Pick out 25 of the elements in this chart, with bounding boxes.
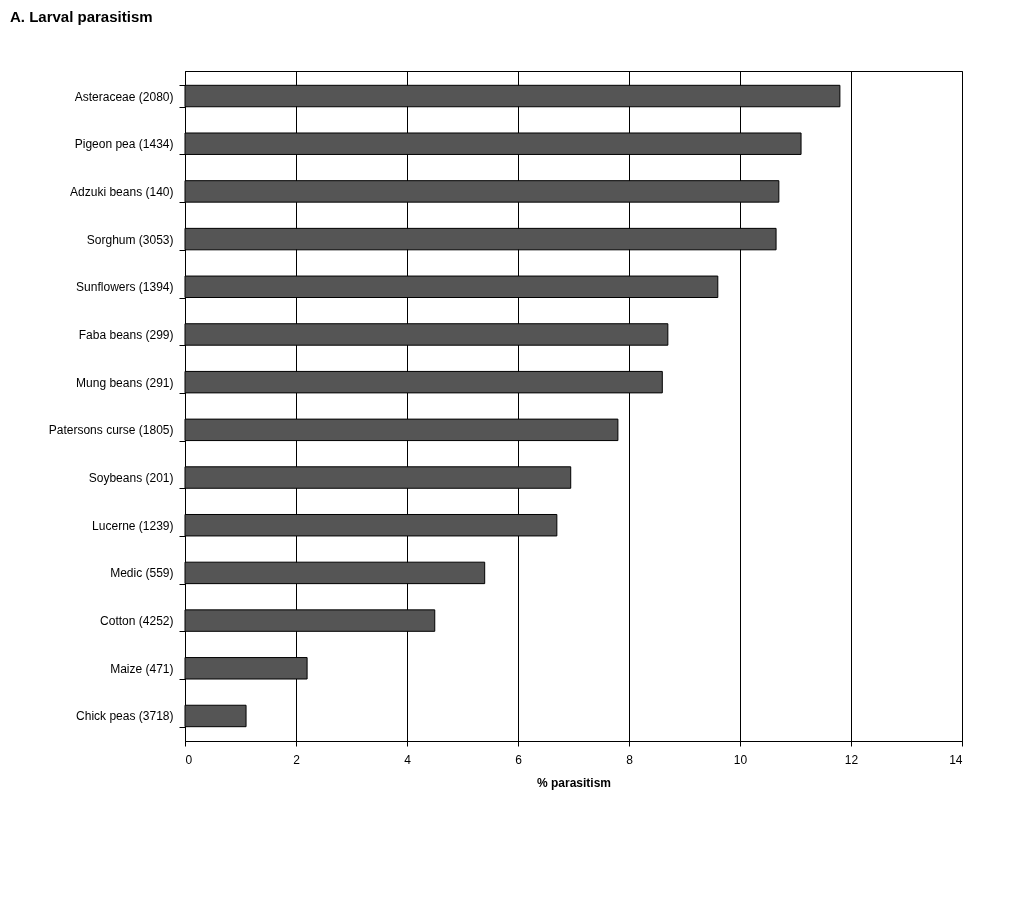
y-tick-label: Faba beans (299) <box>78 327 174 342</box>
y-tick-label: Maize (471) <box>110 661 174 676</box>
x-tick-label: 14 <box>949 752 963 767</box>
x-tick-label: 4 <box>404 752 412 767</box>
y-tick-label: Chick peas (3718) <box>76 709 174 724</box>
y-tick-label: Asteraceae (2080) <box>74 89 174 104</box>
x-tick-label: 12 <box>844 752 859 767</box>
x-tick-label: 0 <box>185 752 193 767</box>
bar <box>184 704 247 728</box>
y-tick-label: Adzuki beans (140) <box>70 184 174 199</box>
y-tick-label: Mung beans (291) <box>76 375 174 390</box>
y-tick-label: Cotton (4252) <box>100 614 174 629</box>
x-tick-label: 10 <box>733 752 748 767</box>
y-tick-label: Soybeans (201) <box>88 471 174 486</box>
x-axis-title: % parasitism <box>536 775 612 790</box>
x-tick-label: 2 <box>293 752 301 767</box>
y-tick-label: Pigeon pea (1434) <box>74 137 174 152</box>
x-tick-label: 8 <box>626 752 634 767</box>
y-tick-label: Medic (559) <box>110 566 174 581</box>
y-tick-label: Sunflowers (1394) <box>76 280 174 295</box>
y-tick-label: Lucerne (1239) <box>92 518 174 533</box>
chart-title: A. Larval parasitism <box>10 8 153 25</box>
y-tick-label: Sorghum (3053) <box>86 232 174 247</box>
y-tick-label: Patersons curse (1805) <box>48 423 174 438</box>
x-tick-label: 6 <box>515 752 523 767</box>
